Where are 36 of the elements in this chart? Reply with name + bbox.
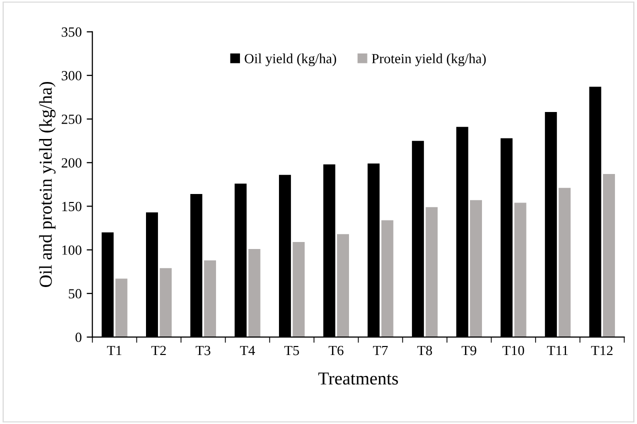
y-axis-title: Oil and protein yield (kg/ha)	[39, 82, 56, 287]
y-tick-label: 200	[62, 158, 82, 168]
x-tick-label: T11	[547, 346, 568, 356]
x-tick-label: T12	[591, 346, 613, 356]
x-tick-label: T3	[196, 346, 210, 356]
legend-label: Protein yield (kg/ha)	[372, 54, 486, 66]
bar	[558, 188, 571, 338]
x-tick-label: T7	[373, 346, 388, 356]
y-tick-label: 100	[62, 245, 82, 255]
bar	[602, 174, 615, 338]
y-tick-label: 50	[68, 289, 82, 298]
x-axis-title: Treatments	[318, 372, 398, 385]
y-tick-label: 150	[62, 202, 82, 212]
x-tick-label: T1	[107, 346, 122, 356]
legend-label: Oil yield (kg/ha)	[244, 54, 336, 66]
y-tick-label: 300	[62, 70, 82, 80]
y-tick-label: 350	[62, 27, 82, 37]
bar	[470, 200, 482, 338]
y-tick-label: 250	[62, 114, 82, 124]
x-tick-label: T6	[328, 346, 344, 356]
x-tick-label: T5	[284, 346, 299, 356]
bar	[204, 260, 216, 338]
x-tick-label: T4	[240, 346, 255, 356]
bar	[381, 220, 394, 338]
bar	[115, 278, 128, 338]
bar	[337, 234, 350, 338]
x-tick-label: T8	[417, 346, 432, 356]
x-tick-label: T10	[502, 346, 524, 356]
x-tick-label: T2	[151, 346, 166, 356]
bar	[248, 248, 260, 338]
bar	[514, 202, 526, 338]
bar	[426, 207, 438, 338]
bar	[160, 268, 172, 338]
bar	[292, 242, 305, 338]
x-tick-label: T9	[462, 346, 476, 356]
y-tick-label: 0	[76, 332, 82, 342]
